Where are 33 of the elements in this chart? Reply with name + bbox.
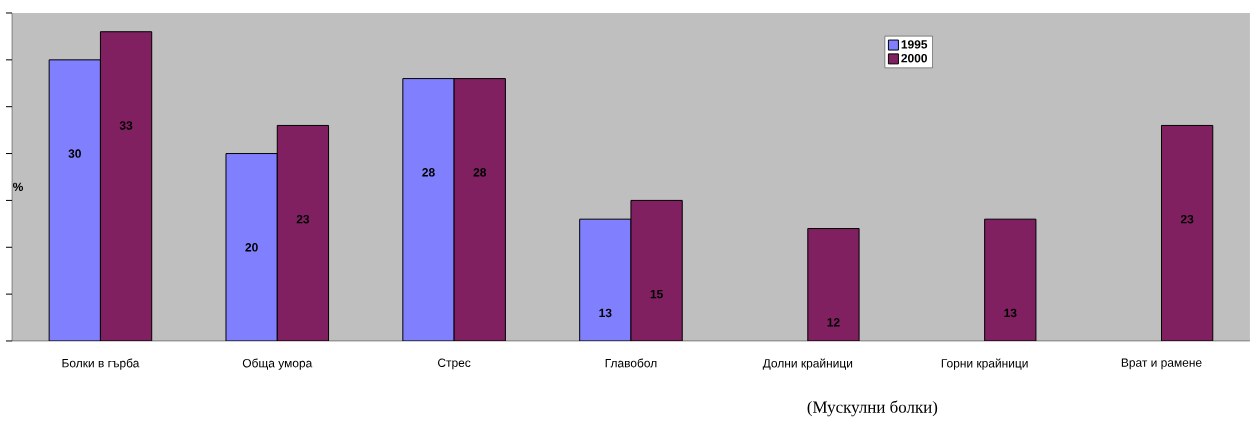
bar bbox=[630, 199, 683, 341]
data-label: 12 bbox=[827, 318, 840, 327]
data-label: 13 bbox=[599, 308, 612, 318]
data-label: 20 bbox=[245, 243, 258, 252]
x-tick-label: Болки в гърба bbox=[62, 358, 140, 370]
data-label: 23 bbox=[296, 214, 310, 224]
x-tick-label: Стрес bbox=[438, 358, 471, 370]
bar bbox=[984, 218, 1037, 341]
x-tick-label: Главобол bbox=[605, 358, 657, 368]
bar bbox=[99, 31, 153, 341]
bar bbox=[48, 59, 101, 341]
bar bbox=[276, 124, 330, 341]
bar bbox=[453, 78, 506, 341]
data-label: 30 bbox=[68, 149, 81, 158]
bar bbox=[225, 153, 278, 341]
bar bbox=[807, 228, 860, 341]
legend-label: 2000 bbox=[901, 53, 928, 63]
x-tick-label: Обща умора bbox=[242, 358, 313, 370]
data-label: 23 bbox=[1180, 214, 1194, 224]
bar bbox=[1160, 124, 1214, 341]
x-tick-label: Долни крайници bbox=[762, 358, 853, 370]
data-label: 28 bbox=[473, 168, 487, 177]
x-axis-title: (Мускулни болки) bbox=[807, 400, 938, 417]
bar bbox=[402, 78, 455, 341]
x-tick-label: Горни крайници bbox=[941, 358, 1028, 370]
data-label: 15 bbox=[650, 289, 663, 299]
legend-label: 1995 bbox=[901, 40, 928, 49]
x-tick-label: Врат и рамене bbox=[1121, 358, 1202, 370]
y-axis-title: % bbox=[12, 182, 23, 192]
data-label: 28 bbox=[422, 168, 435, 177]
data-label: 33 bbox=[119, 121, 133, 130]
data-label: 13 bbox=[1004, 308, 1017, 318]
bar bbox=[579, 218, 632, 341]
